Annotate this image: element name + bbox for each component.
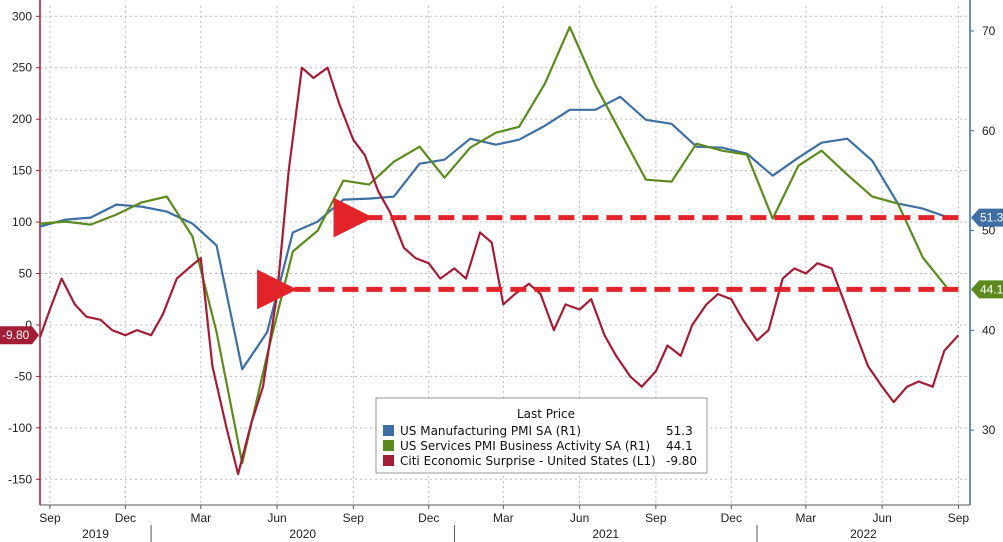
x-tick-label: Sep (645, 511, 667, 525)
right-tick-label: 40 (982, 323, 996, 337)
x-tick-label: Jun (872, 511, 891, 525)
year-label: 2019 (82, 527, 109, 541)
x-tick-label: Jun (267, 511, 286, 525)
series-services-pmi (39, 25, 950, 465)
legend-value-services: 44.1 (666, 439, 693, 453)
left-tick-label: -150 (8, 472, 32, 486)
badge-services-shape (971, 280, 1003, 299)
left-tick-label: -50 (15, 369, 33, 383)
x-tick-label: Dec (418, 511, 439, 525)
left-tick-label: 50 (19, 267, 33, 281)
badge-services: 44.1 (980, 282, 1003, 296)
left-tick-label: -100 (8, 421, 32, 435)
legend-box (375, 397, 708, 474)
x-tick-label: Dec (721, 511, 742, 525)
x-tick-label: Sep (948, 511, 970, 525)
x-tick-label: Dec (115, 511, 136, 525)
legend-label-services: US Services PMI Business Activity SA (R1… (400, 439, 650, 453)
value-badges: 51.3 44.1 -9.80 (0, 208, 1003, 345)
x-tick-label: Sep (39, 511, 61, 525)
x-tick-label: Mar (493, 511, 514, 525)
right-tick-label: 50 (982, 224, 996, 238)
legend-value-manufacturing: 51.3 (666, 424, 693, 438)
series-manufacturing-pmi (39, 95, 949, 371)
x-tick-label: Sep (343, 511, 365, 525)
legend-title: Last Price (517, 407, 575, 421)
year-label: 2022 (850, 527, 877, 541)
year-label: 2021 (592, 527, 619, 541)
annotation-arrows (257, 197, 959, 310)
right-tick-label: 60 (982, 124, 996, 138)
series-citi-surprise (38, 66, 960, 476)
badge-manufacturing-shape (971, 208, 1003, 227)
left-tick-label: 250 (12, 61, 32, 75)
badge-citi-shape (0, 326, 39, 345)
left-tick-label: 150 (12, 164, 32, 178)
right-tick-label: 70 (982, 24, 996, 38)
left-tick-label: 0 (25, 318, 32, 332)
x-tick-label: Mar (796, 511, 817, 525)
x-tick-label: Jun (570, 511, 589, 525)
right-tick-label: 30 (982, 423, 996, 437)
badge-manufacturing: 51.3 (980, 211, 1003, 225)
legend: Last Price US Manufacturing PMI SA (R1) … (375, 397, 708, 474)
series-lines (38, 25, 960, 476)
x-tick-label: Mar (190, 511, 211, 525)
badge-citi: -9.80 (2, 328, 30, 342)
legend-label-manufacturing: US Manufacturing PMI SA (R1) (400, 424, 581, 438)
legend-swatch-citi (383, 455, 394, 466)
legend-label-citi: Citi Economic Surprise - United States (… (400, 454, 656, 468)
legend-swatch-manufacturing (383, 425, 394, 436)
year-label: 2020 (289, 527, 316, 541)
left-tick-label: 100 (12, 215, 32, 229)
axes: 300 250 200 150 100 50 0 -50 -100 -150 70 60 50 40 30 S… (8, 0, 996, 542)
left-tick-label: 200 (12, 112, 32, 126)
legend-swatch-services (383, 440, 394, 451)
left-tick-label: 300 (12, 9, 32, 23)
legend-value-citi: -9.80 (666, 454, 697, 468)
